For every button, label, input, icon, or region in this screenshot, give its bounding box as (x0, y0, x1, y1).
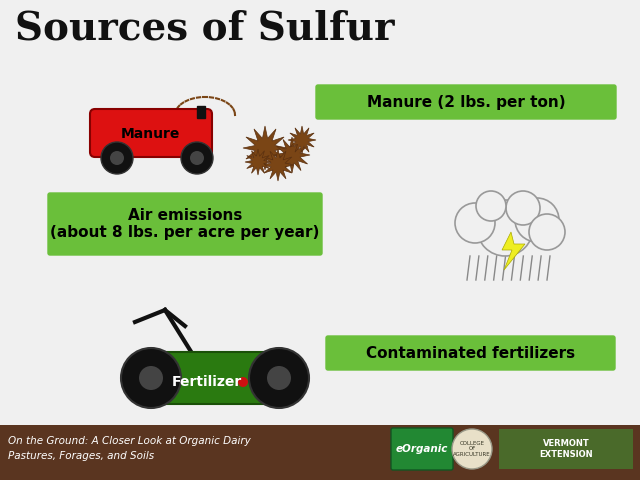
Polygon shape (245, 149, 271, 175)
Text: Pastures, Forages, and Soils: Pastures, Forages, and Soils (8, 451, 154, 461)
Circle shape (190, 151, 204, 165)
Circle shape (238, 377, 248, 387)
Circle shape (181, 142, 213, 174)
Text: On the Ground: A Closer Look at Organic Dairy: On the Ground: A Closer Look at Organic … (8, 436, 251, 446)
Text: Manure (2 lbs. per ton): Manure (2 lbs. per ton) (367, 95, 565, 109)
FancyBboxPatch shape (316, 85, 616, 119)
Circle shape (529, 214, 565, 250)
FancyBboxPatch shape (48, 193, 322, 255)
Text: Sources of Sulfur: Sources of Sulfur (15, 10, 394, 48)
Circle shape (477, 200, 533, 256)
FancyBboxPatch shape (197, 106, 205, 118)
Circle shape (139, 366, 163, 390)
Circle shape (506, 191, 540, 225)
Circle shape (121, 348, 181, 408)
Text: eOrganic: eOrganic (396, 444, 448, 454)
Polygon shape (502, 232, 525, 270)
Text: Air emissions
(about 8 lbs. per acre per year): Air emissions (about 8 lbs. per acre per… (51, 208, 320, 240)
FancyBboxPatch shape (151, 352, 279, 404)
Circle shape (455, 203, 495, 243)
Circle shape (249, 348, 309, 408)
Text: Contaminated fertilizers: Contaminated fertilizers (366, 346, 575, 360)
Circle shape (110, 151, 124, 165)
Polygon shape (262, 149, 294, 181)
Polygon shape (243, 126, 287, 170)
Circle shape (267, 366, 291, 390)
FancyBboxPatch shape (326, 336, 615, 370)
Text: COLLEGE
OF
AGRICULTURE: COLLEGE OF AGRICULTURE (453, 441, 491, 457)
Text: Manure: Manure (120, 127, 180, 141)
Text: VERMONT
EXTENSION: VERMONT EXTENSION (539, 439, 593, 459)
Circle shape (515, 198, 559, 242)
Circle shape (476, 191, 506, 221)
Polygon shape (288, 126, 316, 154)
Circle shape (452, 429, 492, 469)
FancyBboxPatch shape (499, 429, 633, 469)
FancyBboxPatch shape (0, 425, 640, 480)
Circle shape (101, 142, 133, 174)
Polygon shape (274, 137, 310, 173)
FancyBboxPatch shape (90, 109, 212, 157)
Text: Fertilizer: Fertilizer (172, 375, 242, 389)
FancyBboxPatch shape (391, 428, 453, 470)
